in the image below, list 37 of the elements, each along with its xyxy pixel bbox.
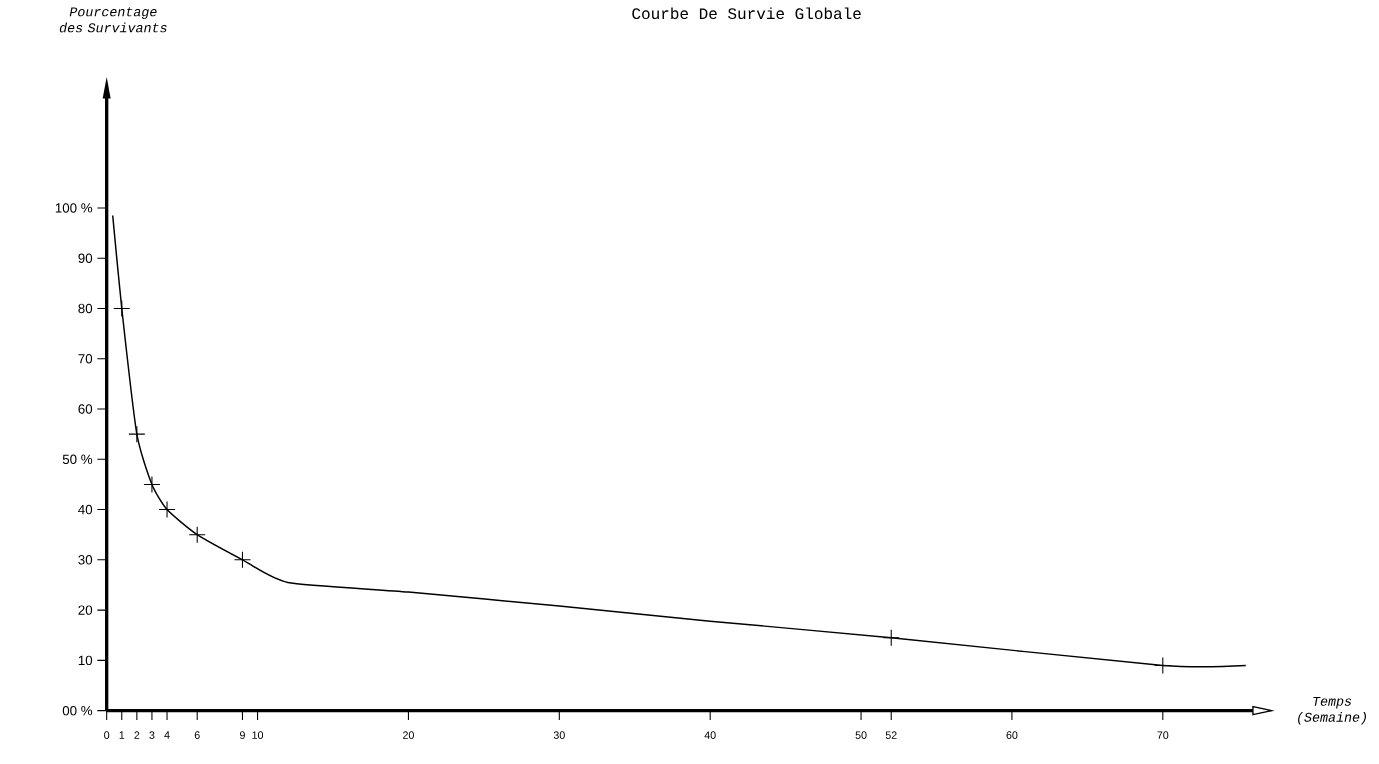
x-tick-label: 9 <box>240 731 245 739</box>
y-tick-label: 50 % <box>62 454 93 464</box>
point <box>113 299 131 318</box>
y-axis-title: Pourcentage des Survivants <box>59 7 167 33</box>
point <box>882 629 900 647</box>
point <box>233 551 251 569</box>
x-tick-label: 70 <box>1157 731 1169 739</box>
y-tick-label: 40 <box>78 504 93 515</box>
y-tick-label: 00 % <box>62 705 93 716</box>
y-tick-label: 90 <box>78 253 93 263</box>
y-tick-label: 80 <box>78 303 93 314</box>
y-tick-label: 70 <box>78 354 93 364</box>
x-tick-label: 1 <box>119 731 125 739</box>
x-tick-label: 60 <box>1006 731 1018 739</box>
x-tick-label: 30 <box>553 731 565 739</box>
x-tick-label: 50 <box>855 731 867 739</box>
point <box>143 475 161 493</box>
x-tick-label: 20 <box>403 731 414 739</box>
x-tick-label: 4 <box>164 731 170 739</box>
point <box>188 526 206 544</box>
y-tick-label: 20 <box>78 605 93 615</box>
y-tick-label: 10 <box>78 655 93 666</box>
chart-title: Courbe De Survie Globale <box>632 7 861 20</box>
x-tick-label: 0 <box>104 731 110 739</box>
x-tick-label: 6 <box>194 731 200 739</box>
x-tick-label: 3 <box>149 731 155 739</box>
x-tick-label: 40 <box>704 731 716 739</box>
point <box>158 501 176 519</box>
point <box>128 425 146 443</box>
x-tick-label: 2 <box>134 731 140 739</box>
x-axis-title: Temps (Semaine) <box>1298 696 1366 725</box>
y-tick-label: 100 % <box>55 203 93 213</box>
x-tick-label: 52 <box>885 731 897 739</box>
y-tick-label: 30 <box>78 555 93 565</box>
point <box>1154 656 1172 674</box>
y-tick-label: 60 <box>78 404 93 414</box>
x-tick-label: 10 <box>252 731 264 739</box>
